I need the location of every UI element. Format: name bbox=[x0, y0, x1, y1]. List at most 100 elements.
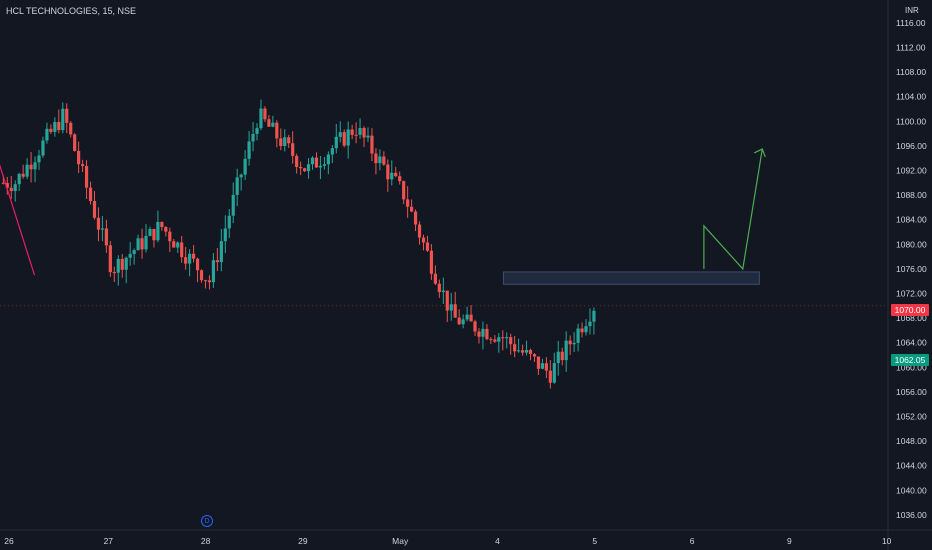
candle-body bbox=[84, 166, 89, 188]
candle-body bbox=[402, 181, 406, 200]
y-tick-label: 1080.00 bbox=[896, 239, 927, 249]
x-tick-label: 6 bbox=[690, 536, 695, 546]
candle-body bbox=[219, 241, 223, 263]
candle-body bbox=[144, 235, 148, 250]
candle-body bbox=[350, 129, 354, 135]
candle-body bbox=[195, 258, 200, 271]
y-tick-label: 1056.00 bbox=[896, 387, 927, 397]
y-tick-label: 1064.00 bbox=[896, 338, 927, 348]
candle-body bbox=[188, 253, 192, 264]
candle-body bbox=[509, 337, 513, 345]
y-tick-label: 1068.00 bbox=[896, 313, 927, 323]
candle-body bbox=[346, 129, 350, 146]
candle-body bbox=[9, 187, 13, 192]
candle-body bbox=[279, 138, 283, 147]
candle-body bbox=[453, 304, 457, 318]
candle-body bbox=[358, 127, 362, 135]
currency-label: INR bbox=[905, 6, 919, 15]
candle-body bbox=[215, 260, 219, 263]
candle-body bbox=[536, 356, 541, 369]
candle-body bbox=[398, 176, 402, 182]
candle-body bbox=[552, 363, 556, 383]
candle-body bbox=[251, 133, 255, 142]
candle-body bbox=[362, 127, 366, 138]
chart-title: HCL TECHNOLOGIES, 15, NSE bbox=[6, 6, 137, 16]
candle-body bbox=[429, 250, 434, 274]
candle-body bbox=[29, 164, 33, 170]
candle-body bbox=[223, 228, 227, 242]
candle-body bbox=[413, 211, 418, 225]
candle-body bbox=[314, 157, 319, 168]
dividend-event-icon[interactable]: D bbox=[201, 515, 213, 527]
candle-body bbox=[588, 321, 592, 327]
candle-body bbox=[1, 182, 5, 184]
candle-body bbox=[184, 257, 188, 264]
candle-body bbox=[390, 172, 394, 180]
candle-body bbox=[505, 337, 509, 339]
candle-body bbox=[128, 253, 132, 258]
candle-body bbox=[53, 121, 57, 132]
candle-body bbox=[310, 157, 315, 165]
candle-body bbox=[334, 136, 338, 149]
candle-body bbox=[580, 328, 584, 333]
candle-body bbox=[338, 132, 342, 137]
candle-body bbox=[433, 273, 437, 284]
candle-body bbox=[299, 166, 303, 169]
candle-body bbox=[497, 337, 501, 342]
candle-body bbox=[548, 370, 552, 383]
candle-body bbox=[227, 215, 231, 229]
candle-body bbox=[576, 328, 580, 343]
x-tick-label: 28 bbox=[201, 536, 211, 546]
candle-body bbox=[180, 242, 184, 258]
candle-body bbox=[275, 122, 279, 139]
y-tick-label: 1104.00 bbox=[896, 92, 926, 102]
y-tick-label: 1084.00 bbox=[896, 215, 927, 225]
candle-body bbox=[65, 108, 69, 123]
candle-body bbox=[584, 326, 588, 333]
candle-body bbox=[120, 258, 124, 270]
candle-body bbox=[421, 237, 426, 243]
candle-body bbox=[366, 135, 370, 138]
candle-body bbox=[168, 231, 172, 242]
candle-body bbox=[568, 340, 572, 345]
candle-body bbox=[287, 137, 291, 144]
candle-body bbox=[41, 140, 45, 156]
y-tick-label: 1036.00 bbox=[896, 510, 927, 520]
candle-body bbox=[13, 184, 17, 192]
candle-body bbox=[485, 328, 489, 340]
y-tick-label: 1108.00 bbox=[896, 67, 926, 77]
candle-body bbox=[322, 164, 326, 166]
candle-body bbox=[354, 134, 358, 136]
candle-body bbox=[243, 158, 247, 175]
candle-body bbox=[378, 156, 382, 164]
candle-body bbox=[469, 314, 473, 322]
candle-body bbox=[445, 290, 449, 311]
candle-body bbox=[560, 351, 564, 361]
candle-body bbox=[57, 121, 61, 131]
candle-body bbox=[132, 250, 136, 254]
candle-body bbox=[493, 339, 497, 342]
candle-body bbox=[267, 119, 271, 127]
candle-body bbox=[441, 290, 445, 293]
candle-body bbox=[302, 168, 307, 172]
candle-body bbox=[528, 350, 533, 355]
x-tick-label: May bbox=[392, 536, 409, 546]
candle-body bbox=[409, 206, 414, 212]
candle-body bbox=[77, 150, 81, 165]
candle-body bbox=[37, 155, 41, 163]
candle-body bbox=[235, 177, 239, 195]
candle-body bbox=[33, 162, 37, 170]
candle-body bbox=[73, 134, 77, 151]
projection-path bbox=[703, 148, 763, 271]
y-tick-label: 1076.00 bbox=[896, 264, 927, 274]
current-price-tag: 1070.00 bbox=[891, 304, 929, 316]
candle-body bbox=[382, 156, 386, 165]
y-tick-label: 1092.00 bbox=[896, 165, 927, 175]
candle-body bbox=[156, 222, 160, 241]
candle-body bbox=[160, 222, 164, 228]
candle-body bbox=[520, 350, 525, 353]
candle-body bbox=[271, 122, 275, 127]
candle-body bbox=[342, 132, 346, 146]
candle-body bbox=[211, 260, 216, 283]
